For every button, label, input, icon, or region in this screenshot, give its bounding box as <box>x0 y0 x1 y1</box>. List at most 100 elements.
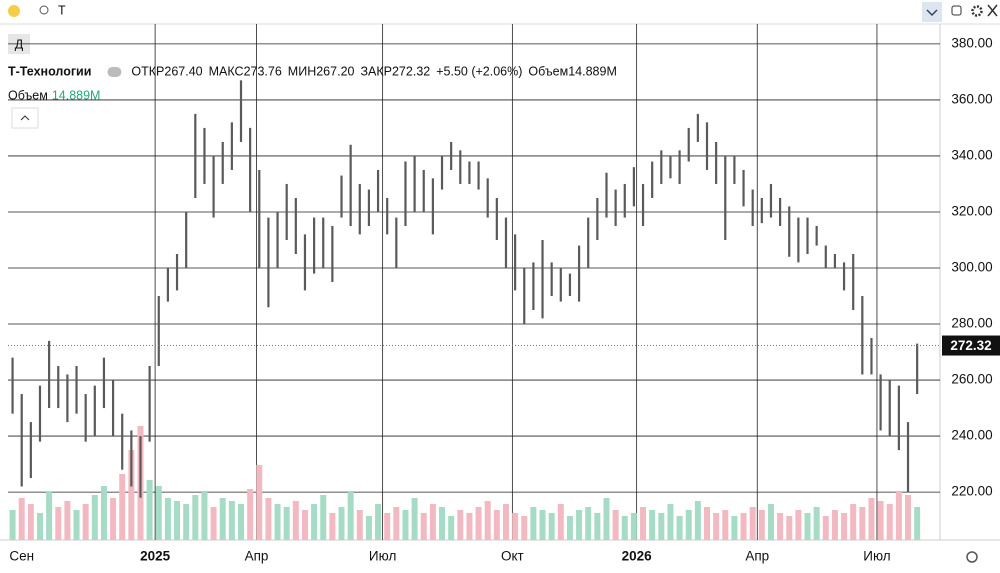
legend: Т-Технологии ОТКР 267.40 МАКС 273.76 МИН 267.2… <box>8 64 617 102</box>
volume-bar <box>530 507 537 540</box>
grid <box>8 24 940 540</box>
volume-bar <box>91 495 98 540</box>
field-label: МАКС <box>209 64 244 78</box>
volume-bar <box>713 513 720 540</box>
volume-bar <box>804 513 811 540</box>
axis-settings[interactable] <box>966 551 978 563</box>
y-tick-label: 220.00 <box>951 484 992 499</box>
volume-bar <box>301 510 308 540</box>
volume-bar <box>576 510 583 540</box>
volume-bar <box>420 513 427 540</box>
collapse-icon <box>20 115 30 121</box>
volume-bar <box>466 513 473 540</box>
volume-bar <box>164 498 171 540</box>
toolbar <box>0 0 1000 24</box>
volume-bar <box>27 504 34 540</box>
period-text[interactable]: Д <box>15 37 24 51</box>
series-name: Т-Технологии <box>8 64 91 78</box>
volume-bar <box>685 510 692 540</box>
volume-bar <box>128 450 135 540</box>
x-tick-label: Июл <box>863 549 890 564</box>
volume-bar <box>265 498 272 540</box>
volume-bar <box>457 510 464 540</box>
last-price-box <box>942 335 1000 356</box>
volume-bar <box>758 510 765 540</box>
volume-bar <box>429 504 436 540</box>
volume-bar <box>603 498 610 540</box>
volume-bar <box>347 492 354 540</box>
volume-bar <box>868 498 875 540</box>
volume-value: 14.889M <box>568 64 617 78</box>
search-text[interactable]: Т <box>58 3 66 17</box>
volume-bar <box>9 510 16 540</box>
y-tick-label: 380.00 <box>951 35 992 50</box>
settings-button[interactable] <box>971 5 983 17</box>
volume-bar <box>767 504 774 540</box>
volume-bar <box>658 513 665 540</box>
search-icon[interactable] <box>39 5 49 15</box>
status-dot <box>8 5 20 17</box>
volume-bar <box>375 504 382 540</box>
volume-bar <box>365 516 372 540</box>
volume-bar <box>228 501 235 540</box>
x-tick-label: Окт <box>501 549 524 564</box>
volume-bar <box>594 513 601 540</box>
field-label: МИН <box>288 64 316 78</box>
field-value: 267.40 <box>164 64 202 78</box>
y-tick-label: 280.00 <box>951 316 992 331</box>
dropdown-icon <box>926 9 938 17</box>
legend-toggle[interactable] <box>107 67 122 77</box>
volume-bar <box>539 510 546 540</box>
window-button[interactable] <box>951 5 962 16</box>
volume-bar <box>82 504 89 540</box>
volume-bar <box>384 513 391 540</box>
volume-bar <box>439 507 446 540</box>
volume-bar <box>110 498 117 540</box>
volume-label: Объем <box>528 64 568 78</box>
volume-bar <box>36 513 43 540</box>
volume-value: 14.889M <box>52 88 101 102</box>
volume-bar <box>786 516 793 540</box>
volume-bar <box>64 501 71 540</box>
volume-bar <box>557 504 564 540</box>
field-value: 273.76 <box>244 64 282 78</box>
field-value: 272.32 <box>392 64 430 78</box>
volume-bar <box>704 507 710 540</box>
volume-bar <box>822 516 829 540</box>
volume-bar <box>219 498 226 540</box>
collapse-button[interactable] <box>11 107 39 129</box>
volume-bar <box>676 516 683 540</box>
volume-bar <box>210 507 217 540</box>
field-value: 267.20 <box>316 64 354 78</box>
volume-bar <box>905 495 912 540</box>
price-bars <box>11 80 919 498</box>
x-tick-label: Апр <box>245 549 269 564</box>
volume-bar <box>740 513 747 540</box>
x-tick-label: Сен <box>9 549 34 564</box>
dropdown-button[interactable] <box>922 2 942 22</box>
volume-bar <box>895 492 902 540</box>
x-tick-label: 2026 <box>622 549 653 564</box>
field-label: ОТКР <box>131 64 164 78</box>
volume-bar <box>831 510 838 540</box>
volume <box>9 426 921 540</box>
volume-bar <box>329 513 336 540</box>
volume-bar <box>311 504 318 540</box>
volume-bar <box>859 507 866 540</box>
close-button[interactable] <box>987 4 998 17</box>
volume-bar <box>850 504 857 540</box>
volume-bar <box>841 513 848 540</box>
volume-bar <box>73 510 80 540</box>
volume-bar <box>484 501 491 540</box>
last-price-label: 272.32 <box>950 338 991 353</box>
volume-bar <box>777 513 784 540</box>
volume-bar <box>155 486 162 540</box>
volume-bar <box>274 504 281 540</box>
volume-bar <box>521 516 528 540</box>
volume-bar <box>640 507 647 540</box>
volume-bar <box>338 507 345 540</box>
volume-bar <box>247 489 254 540</box>
volume-bar <box>475 507 482 540</box>
volume-bar <box>292 501 299 540</box>
